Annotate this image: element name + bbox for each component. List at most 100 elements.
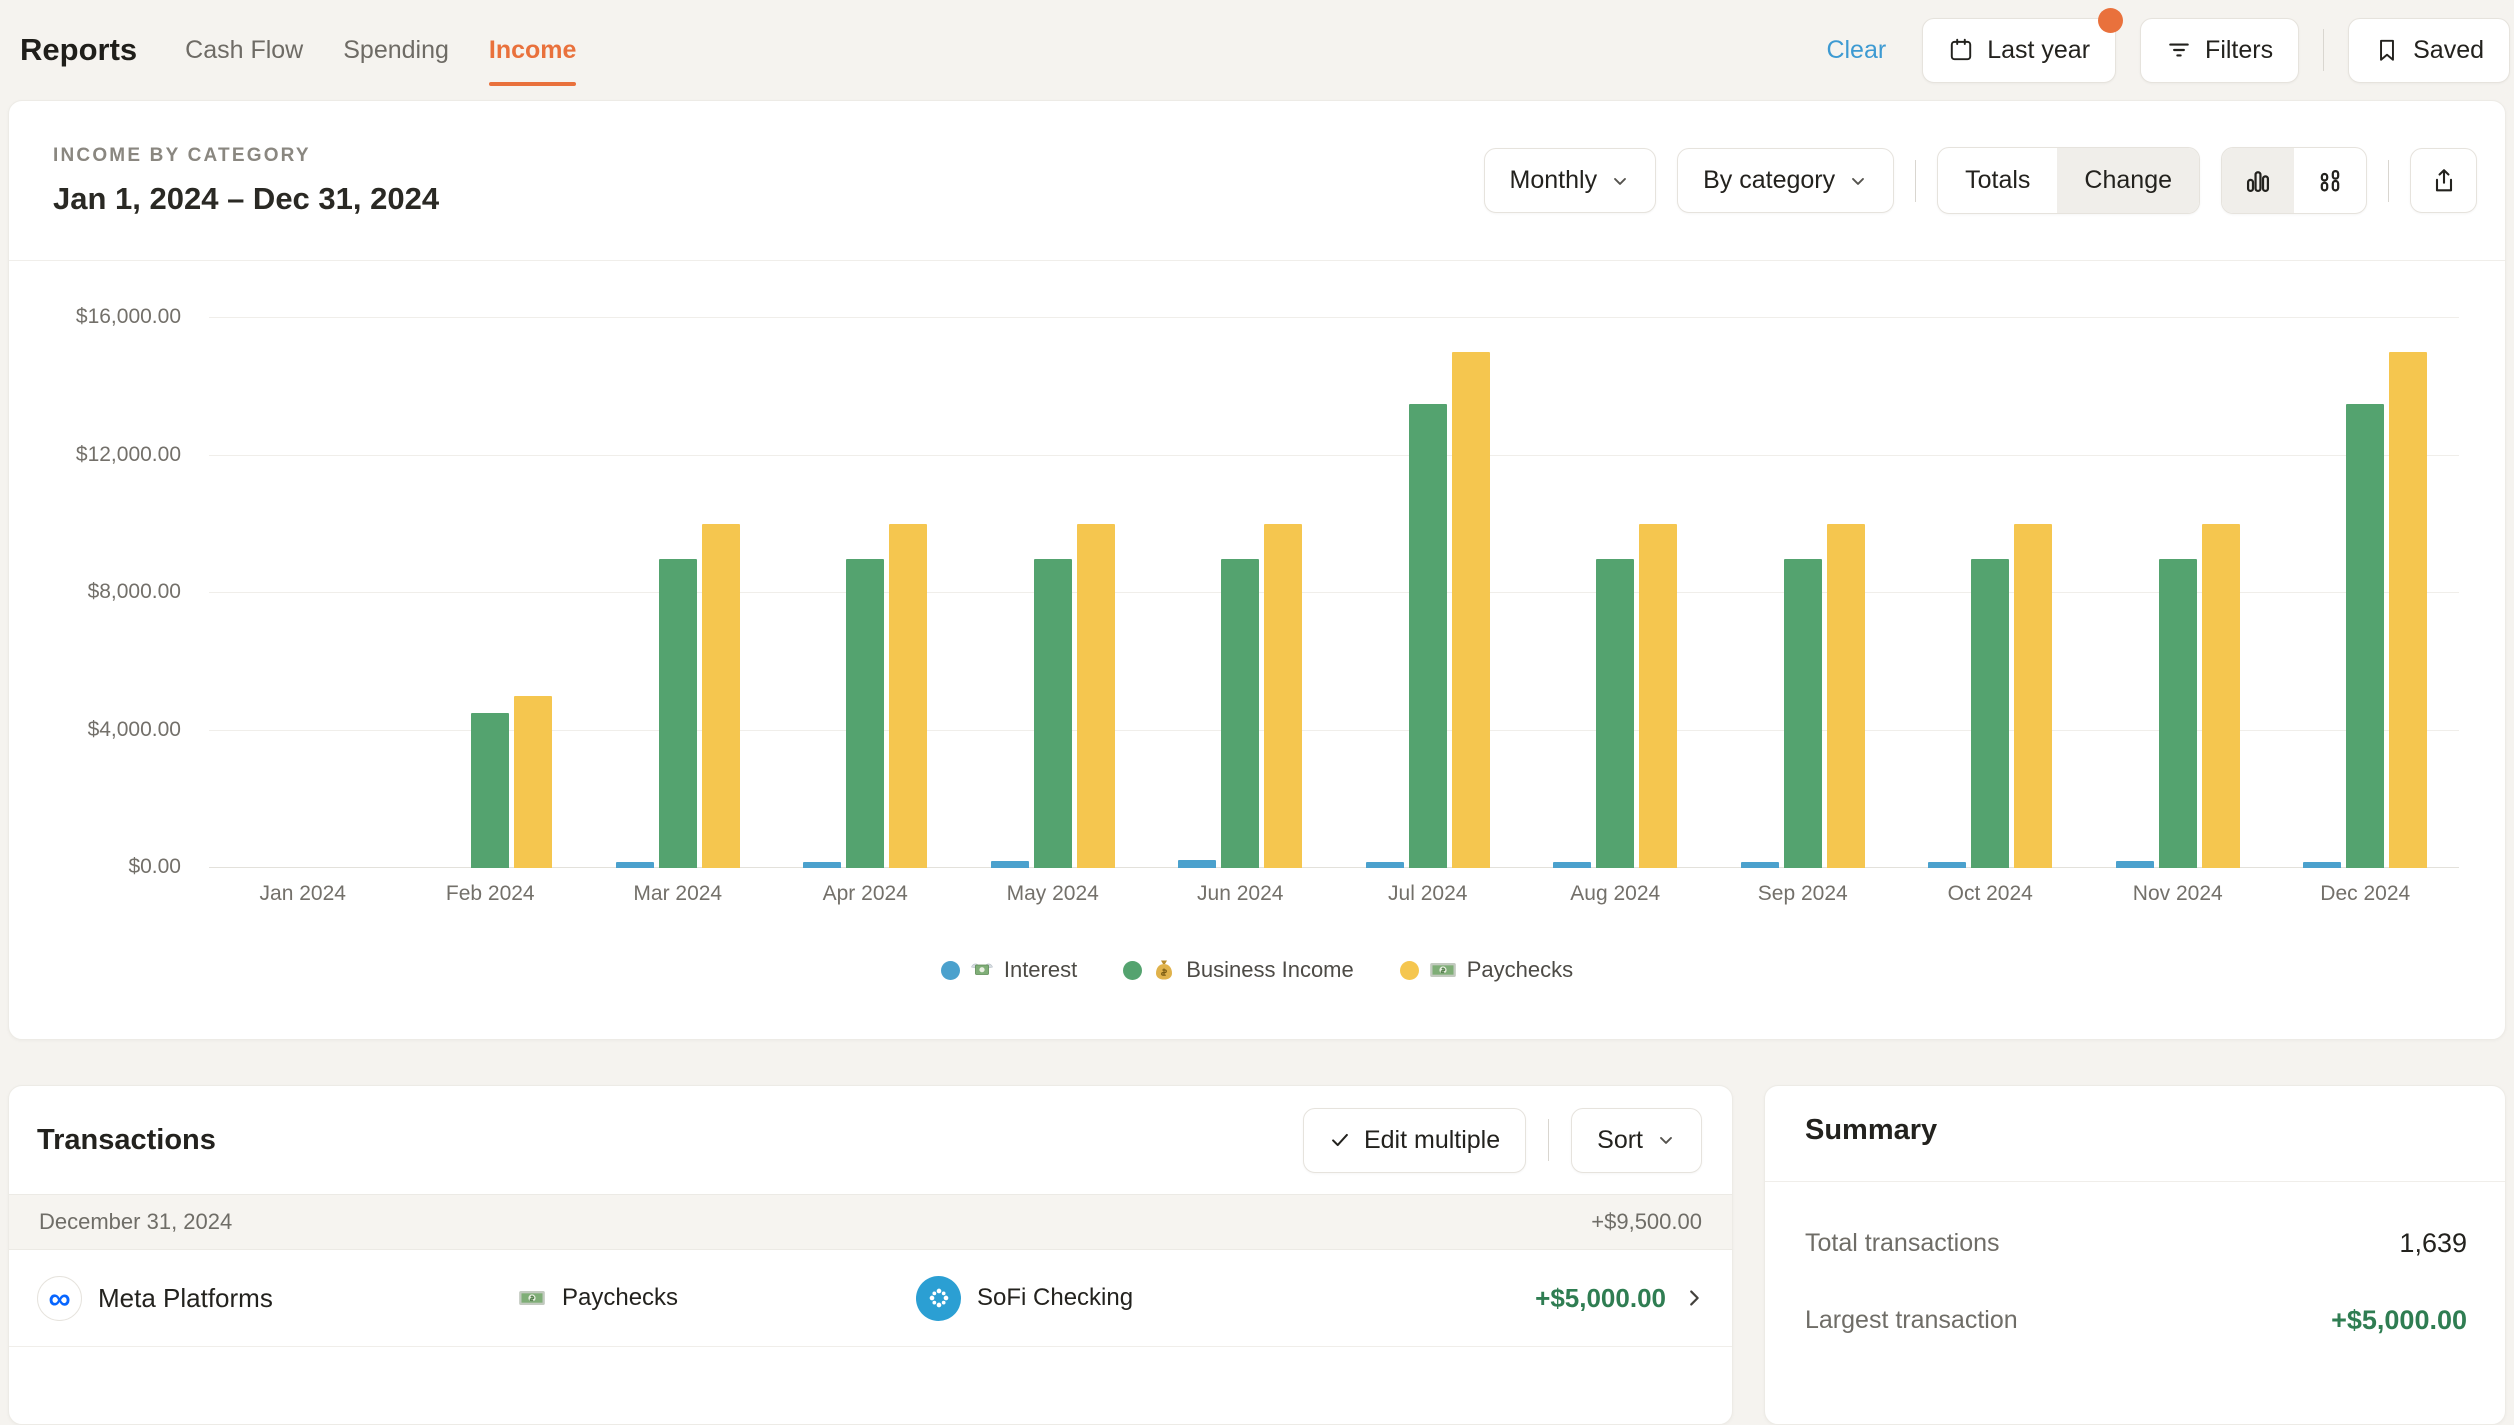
transaction-row[interactable]: ∞ Meta Platforms Paychecks SoFi Checking: [9, 1250, 1732, 1347]
chevron-right-icon[interactable]: [1666, 1287, 1722, 1309]
bottom-section: Transactions Edit multiple Sort De: [8, 1085, 2506, 1425]
banknote-icon: [518, 1284, 546, 1312]
x-axis-label: Jan 2024: [259, 882, 346, 905]
x-axis-label: May 2024: [1006, 882, 1099, 905]
bar-paychecks[interactable]: [1451, 352, 1490, 868]
grid-line: [209, 454, 2459, 456]
bar-interest[interactable]: [1553, 862, 1592, 868]
sort-button[interactable]: Sort: [1571, 1107, 1702, 1173]
bar-paychecks[interactable]: [2014, 524, 2053, 868]
x-axis-label: Jul 2024: [1388, 882, 1468, 905]
category-cell[interactable]: Paychecks: [518, 1284, 916, 1312]
bar-group: [1147, 318, 1335, 868]
legend-dot: [1399, 960, 1419, 980]
account-cell[interactable]: SoFi Checking: [916, 1275, 1466, 1321]
bar-paychecks[interactable]: [2201, 524, 2240, 868]
chart-style-toggle: [2221, 147, 2367, 214]
bar-interest[interactable]: [615, 862, 654, 868]
bar-business-income[interactable]: [1408, 403, 1447, 868]
legend-item-business-income[interactable]: Business Income: [1123, 957, 1354, 983]
mode-toggle: Totals Change: [1937, 147, 2200, 214]
banknote-icon: [1429, 956, 1457, 984]
bar-business-income[interactable]: [1033, 558, 1072, 868]
summary-label: Total transactions: [1805, 1229, 2000, 1257]
chevron-down-icon: [1656, 1130, 1676, 1150]
summary-value: 1,639: [2399, 1228, 2467, 1258]
bar-paychecks[interactable]: [2389, 352, 2428, 868]
export-button[interactable]: [2410, 148, 2477, 213]
bar-group: [1522, 318, 1710, 868]
summary-divider: [1765, 1181, 2505, 1182]
bar-business-income[interactable]: [846, 558, 885, 868]
chart-eyebrow: INCOME BY CATEGORY: [53, 144, 311, 166]
summary-value: +$5,000.00: [2331, 1305, 2467, 1335]
x-axis-label: Dec 2024: [2320, 882, 2411, 905]
bar-interest[interactable]: [1365, 862, 1404, 868]
filters-button[interactable]: Filters: [2140, 17, 2300, 83]
bar-business-income[interactable]: [471, 713, 510, 868]
bar-business-income[interactable]: [1783, 558, 1822, 868]
bar-paychecks[interactable]: [1264, 524, 1303, 868]
saved-button[interactable]: Saved: [2348, 17, 2510, 83]
chart-x-axis: Jan 2024 Feb 2024 Mar 2024 Apr 2024 May 2024…: [209, 882, 2459, 906]
tab-income[interactable]: Income: [488, 35, 577, 86]
edit-multiple-button[interactable]: Edit multiple: [1302, 1107, 1527, 1173]
bar-group: [1334, 318, 1522, 868]
chart-header: INCOME BY CATEGORY Jan 1, 2024 – Dec 31,…: [9, 101, 2505, 261]
granularity-dropdown[interactable]: Monthly: [1483, 148, 1657, 213]
legend-item-interest[interactable]: Interest: [940, 957, 1078, 983]
y-axis-label: $0.00: [128, 855, 181, 878]
filter-icon: [2166, 37, 2192, 63]
bar-group: [772, 318, 960, 868]
bar-business-income[interactable]: [2158, 558, 2197, 868]
summary-row-largest: Largest transaction +$5,000.00: [1805, 1305, 2467, 1336]
bar-paychecks[interactable]: [1639, 524, 1678, 868]
bar-interest[interactable]: [1928, 862, 1967, 868]
bar-group: [1897, 318, 2085, 868]
bar-business-income[interactable]: [1971, 558, 2010, 868]
bar-business-income[interactable]: [1596, 558, 1635, 868]
bar-paychecks[interactable]: [514, 696, 553, 868]
check-icon: [1329, 1129, 1351, 1151]
bar-interest[interactable]: [2115, 860, 2154, 868]
date-range-button[interactable]: Last year: [1922, 7, 2124, 83]
bar-paychecks[interactable]: [1076, 524, 1115, 868]
legend-dot: [940, 960, 960, 980]
mode-totals[interactable]: Totals: [1965, 166, 2031, 194]
category-name: Paychecks: [562, 1284, 679, 1311]
bar-business-income[interactable]: [1221, 558, 1260, 868]
chart-date-range: Jan 1, 2024 – Dec 31, 2024: [53, 180, 440, 216]
summary-card: Summary Total transactions 1,639 Largest…: [1764, 1085, 2506, 1425]
chart-controls: Monthly By category Totals Change: [1483, 147, 2477, 214]
tab-cash-flow[interactable]: Cash Flow: [185, 35, 304, 64]
bar-interest[interactable]: [803, 861, 842, 868]
bar-interest[interactable]: [1178, 859, 1217, 868]
bar-paychecks[interactable]: [701, 524, 740, 868]
bar-interest[interactable]: [2303, 862, 2342, 868]
bar-paychecks[interactable]: [1826, 524, 1865, 868]
mode-change[interactable]: Change: [2057, 148, 2199, 213]
transaction-amount: +$5,000.00: [1535, 1282, 1666, 1313]
bar-interest[interactable]: [1740, 862, 1779, 868]
clear-link[interactable]: Clear: [1826, 35, 1887, 64]
stacked-bar-chart-icon[interactable]: [2294, 148, 2366, 213]
y-axis-label: $12,000.00: [75, 442, 181, 466]
x-axis-label: Apr 2024: [822, 882, 908, 905]
legend-label: Paychecks: [1466, 957, 1574, 982]
tab-spending[interactable]: Spending: [343, 35, 449, 64]
bar-interest[interactable]: [990, 860, 1029, 868]
chart-titles: INCOME BY CATEGORY Jan 1, 2024 – Dec 31,…: [53, 145, 439, 217]
bar-group: [209, 318, 397, 868]
chevron-down-icon: [1848, 171, 1868, 191]
legend-label: Interest: [1003, 957, 1078, 982]
income-by-category-card: INCOME BY CATEGORY Jan 1, 2024 – Dec 31,…: [8, 100, 2506, 1040]
bar-business-income[interactable]: [2346, 403, 2385, 868]
summary-content: Summary Total transactions 1,639 Largest…: [1765, 1086, 2505, 1336]
bar-paychecks[interactable]: [889, 524, 928, 868]
legend-item-paychecks[interactable]: Paychecks: [1399, 956, 1574, 984]
grouped-bar-chart-icon[interactable]: [2222, 148, 2294, 213]
grouping-dropdown[interactable]: By category: [1677, 148, 1895, 213]
legend-dot: [1123, 960, 1143, 980]
sofi-logo-icon: [916, 1275, 961, 1321]
bar-business-income[interactable]: [658, 558, 697, 868]
